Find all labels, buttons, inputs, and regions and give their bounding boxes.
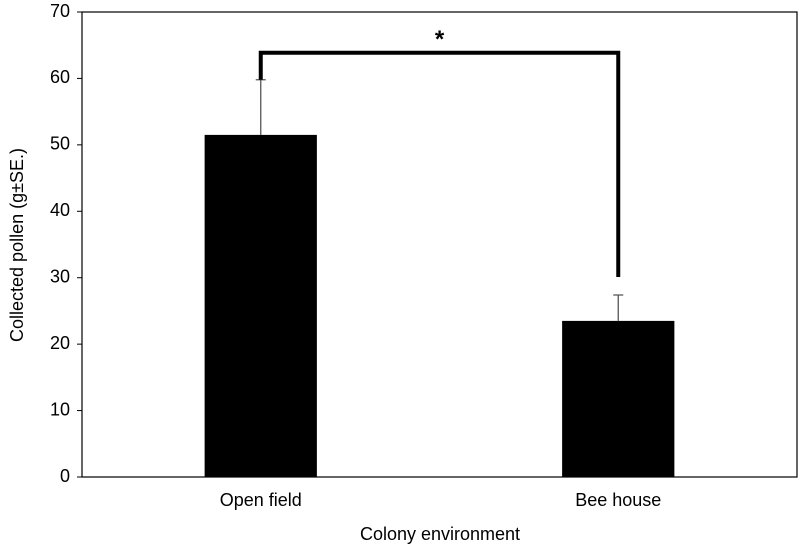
error-bar (255, 79, 266, 135)
x-tick-label: Bee house (575, 490, 661, 510)
y-tick-label: 30 (50, 266, 70, 286)
plot-frame (81, 11, 798, 478)
x-tick-label: Open field (220, 490, 302, 510)
bar (204, 134, 317, 477)
y-tick-label: 10 (50, 399, 70, 419)
y-tick-label: 40 (50, 200, 70, 220)
y-tick-label: 20 (50, 333, 70, 353)
y-tick-label: 70 (50, 1, 70, 21)
y-tick-label: 0 (60, 466, 70, 486)
error-bar (613, 294, 624, 321)
significance-mark: * (435, 26, 445, 53)
bar (562, 320, 675, 477)
significance-bracket (258, 50, 621, 277)
y-tick-label: 50 (50, 134, 70, 154)
y-tick-label: 60 (50, 67, 70, 87)
y-axis-title: Collected pollen (g±SE.) (7, 148, 27, 342)
x-axis-title: Colony environment (360, 524, 520, 544)
